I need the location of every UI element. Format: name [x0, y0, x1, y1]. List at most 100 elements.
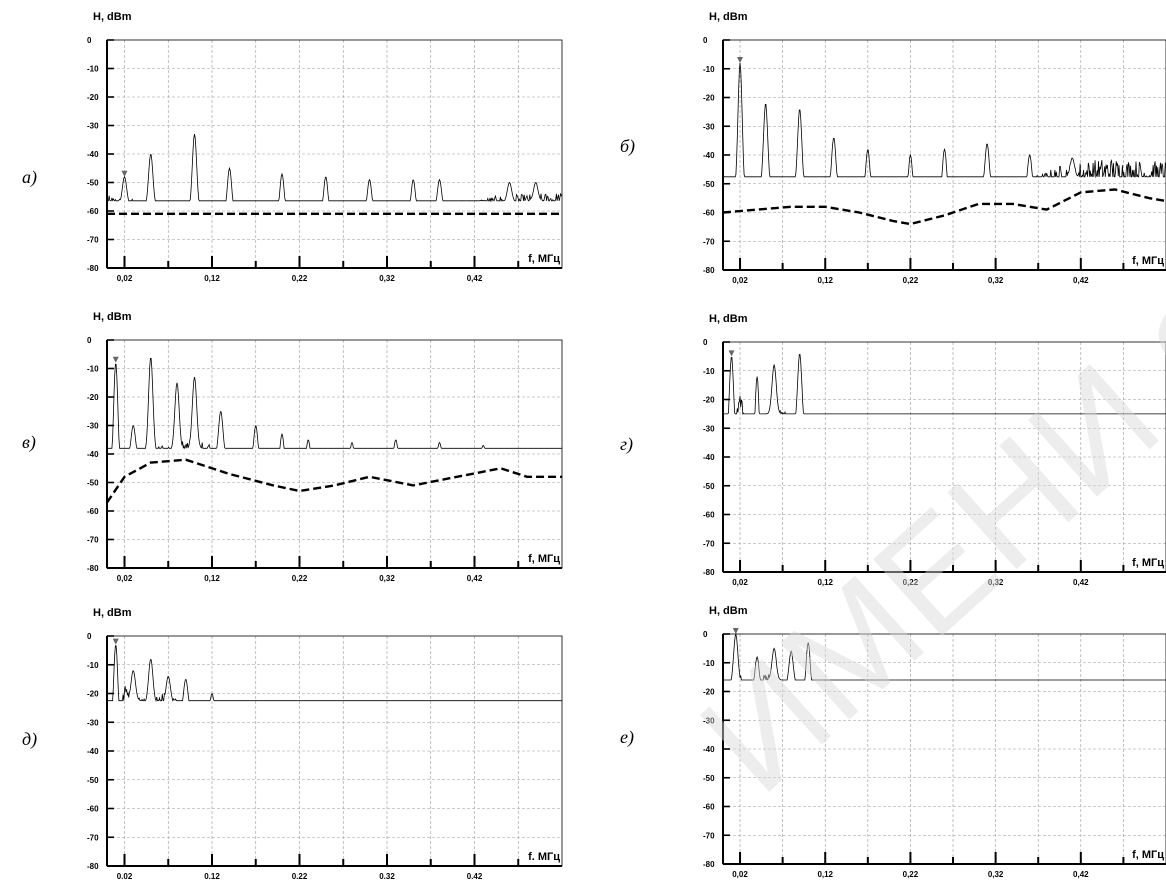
x-tick-label: 0,12	[817, 276, 833, 285]
x-tick-label: 0,32	[988, 870, 1004, 879]
chart-panel-1: 0 -10 -20 -30 -40 -50 -60 -70 -80 0,02 0,12 0,22 0,3…	[87, 11, 563, 283]
y-tick-label: 0	[87, 336, 92, 345]
y-tick-label: -60	[703, 803, 715, 812]
y-tick-label: -50	[87, 776, 99, 785]
series-spectrum	[107, 134, 562, 203]
panel-label: г)	[620, 434, 633, 455]
x-axis-label: f. МГц	[528, 851, 560, 863]
y-tick-label: -50	[87, 179, 99, 188]
x-tick-label: 0,42	[467, 574, 483, 583]
y-tick-label: -10	[703, 367, 715, 376]
y-tick-label: -20	[703, 688, 715, 697]
x-tick-label: 0.42	[467, 872, 483, 881]
x-tick-label: 0,22	[903, 870, 919, 879]
y-tick-label: -60	[703, 209, 715, 218]
grid	[107, 340, 562, 568]
x-axis-label: f, МГц	[1132, 557, 1164, 569]
x-axis-label: f, МГц	[1132, 849, 1164, 861]
x-axis-label: f, МГц	[528, 253, 560, 265]
y-tick-label: -30	[703, 122, 715, 131]
x-tick-label: 0,32	[988, 276, 1004, 285]
x-tick-label: 0,02	[117, 574, 133, 583]
series-spectrum	[107, 358, 562, 450]
series-trend-dashed	[107, 458, 562, 504]
y-tick-label: -80	[87, 564, 99, 573]
series-spectrum	[723, 354, 1166, 416]
grid	[723, 634, 1166, 864]
peak-marker	[728, 350, 735, 357]
y-tick-label: 0	[703, 630, 708, 639]
series-spectrum	[107, 645, 562, 703]
chart-panel-4: 0 -10 -20 -30 -40 -50 -60 -70 -80 0,02 0,12 0,22 0,3…	[703, 313, 1166, 587]
y-tick-label: -40	[87, 747, 99, 756]
y-tick-label: -70	[703, 831, 715, 840]
grid	[723, 40, 1166, 270]
grid	[107, 636, 562, 866]
x-axis-label: f, МГц	[528, 553, 560, 565]
x-tick-label: 0,02	[732, 276, 748, 285]
y-tick-label: -30	[87, 122, 99, 131]
y-tick-label: -30	[87, 718, 99, 727]
y-tick-label: -80	[703, 266, 715, 275]
series-spectrum	[723, 62, 1166, 179]
x-tick-label: 0.22	[292, 872, 308, 881]
grid	[107, 40, 562, 268]
y-tick-label: -20	[87, 93, 99, 102]
x-tick-label: 0,12	[817, 870, 833, 879]
x-tick-label: 0,22	[292, 274, 308, 283]
y-tick-label: -80	[87, 264, 99, 273]
x-tick-label: 0,22	[903, 276, 919, 285]
y-tick-label: -70	[87, 833, 99, 842]
x-tick-label: 0,32	[988, 578, 1004, 587]
x-tick-label: 0,12	[204, 574, 220, 583]
panel-label: е)	[620, 727, 634, 748]
y-tick-label: -70	[703, 539, 715, 548]
x-tick-label: 0,42	[1073, 578, 1089, 587]
x-tick-label: 0.12	[204, 872, 220, 881]
y-tick-label: -50	[703, 482, 715, 491]
y-tick-label: 0	[703, 338, 708, 347]
peak-marker	[737, 57, 744, 63]
y-tick-label: -50	[703, 774, 715, 783]
y-tick-label: -80	[703, 568, 715, 577]
series-trend-dashed	[723, 188, 1166, 226]
y-tick-label: -30	[87, 422, 99, 431]
y-tick-label: -60	[703, 511, 715, 520]
y-tick-label: -10	[703, 659, 715, 668]
x-tick-label: 0.32	[379, 872, 395, 881]
y-tick-label: -20	[703, 396, 715, 405]
x-tick-label: 0,12	[204, 274, 220, 283]
panel-label: б)	[620, 136, 635, 157]
y-axis-label: H, dBm	[93, 311, 132, 323]
y-tick-label: -30	[703, 716, 715, 725]
series-spectrum	[723, 632, 1166, 681]
y-tick-label: -70	[87, 236, 99, 245]
y-tick-label: -50	[703, 180, 715, 189]
y-tick-label: 0	[703, 36, 708, 45]
y-tick-label: -40	[87, 450, 99, 459]
y-tick-label: -30	[703, 424, 715, 433]
y-tick-label: 0	[87, 632, 92, 641]
y-tick-label: -20	[703, 94, 715, 103]
watermark-text: ИМЕНИ Ф. СКОРИ	[669, 0, 1166, 824]
peak-marker	[112, 638, 119, 645]
y-tick-label: -10	[87, 661, 99, 670]
chart-panel-3: 0 -10 -20 -30 -40 -50 -60 -70 -80 0,02 0,12 0,22 0,3…	[87, 311, 563, 583]
x-axis-label: f, МГц	[1132, 255, 1164, 267]
y-tick-label: -10	[87, 365, 99, 374]
x-tick-label: 0,42	[1073, 276, 1089, 285]
y-tick-label: -50	[87, 479, 99, 488]
x-tick-label: 0,22	[903, 578, 919, 587]
panel-label: д)	[22, 729, 37, 750]
x-tick-label: 0,32	[379, 274, 395, 283]
y-tick-label: -40	[703, 745, 715, 754]
chart-panel-2: 0 -10 -20 -30 -40 -50 -60 -70 -80 0,02 0,12 0,22 0,3…	[703, 11, 1166, 285]
panel-label: а)	[22, 167, 37, 188]
y-axis-label: H, dBm	[93, 11, 132, 23]
y-tick-label: -80	[87, 862, 99, 871]
peak-marker	[121, 170, 128, 177]
x-tick-label: 0.02	[117, 872, 133, 881]
y-axis-label: H, dBm	[709, 313, 748, 325]
x-tick-label: 0,42	[467, 274, 483, 283]
